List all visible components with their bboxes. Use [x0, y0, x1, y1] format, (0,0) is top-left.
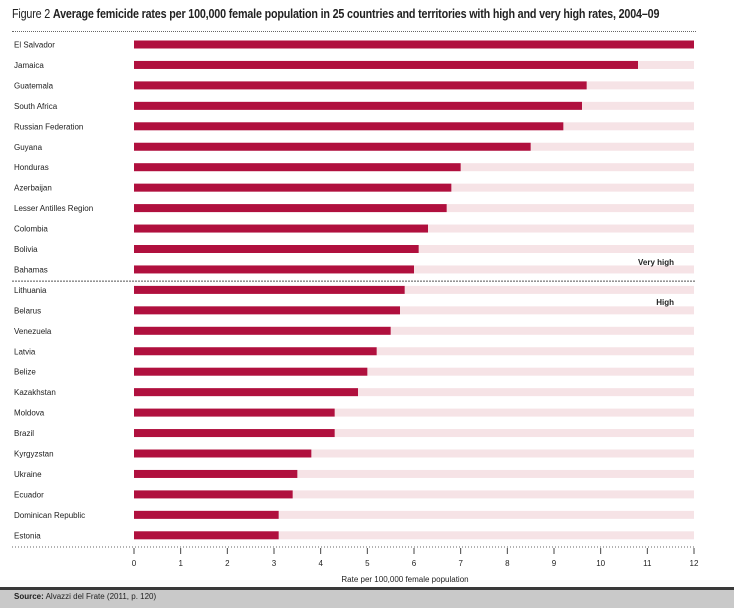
category-label: Belize: [14, 368, 36, 377]
x-tick-label: 12: [690, 559, 699, 568]
bar: [134, 388, 358, 397]
category-label: Kazakhstan: [14, 388, 56, 397]
bar-track: [134, 408, 694, 417]
category-label: Belarus: [14, 306, 41, 315]
bar-track: [134, 490, 694, 499]
bar: [134, 163, 461, 172]
category-label: Bahamas: [14, 265, 48, 274]
group-label-high: High: [656, 298, 674, 307]
source-label: Source:: [14, 592, 44, 601]
x-tick-label: 3: [272, 559, 277, 568]
bar: [134, 81, 587, 90]
figure-title: Average femicide rates per 100,000 femal…: [52, 7, 660, 21]
x-axis-title: Rate per 100,000 female population: [341, 575, 468, 584]
top-divider: [12, 31, 696, 32]
figure-label: Figure 2: [12, 7, 51, 21]
category-label: El Salvador: [14, 41, 55, 50]
category-label: Estonia: [14, 531, 41, 540]
category-label: Brazil: [14, 429, 34, 438]
bar: [134, 245, 419, 253]
category-label: Latvia: [14, 347, 36, 356]
x-tick-label: 1: [178, 559, 183, 568]
category-label: Dominican Republic: [14, 511, 85, 520]
category-label: Moldova: [14, 409, 45, 418]
category-label: Colombia: [14, 225, 48, 234]
bar: [134, 122, 564, 131]
bar: [134, 183, 452, 192]
category-label: South Africa: [14, 102, 58, 111]
bar-track: [134, 388, 694, 397]
category-label: Ukraine: [14, 470, 42, 479]
bar: [134, 408, 335, 417]
bar: [134, 306, 400, 315]
x-tick-label: 0: [132, 559, 137, 568]
group-label-very-high: Very high: [638, 258, 674, 267]
category-label: Russian Federation: [14, 122, 83, 131]
category-label: Venezuela: [14, 327, 52, 336]
bar-track: [134, 367, 694, 376]
bar-track: [134, 510, 694, 519]
bar: [134, 40, 694, 49]
category-label: Bolivia: [14, 245, 38, 254]
bar: [134, 449, 312, 458]
bar: [134, 490, 293, 499]
bar-track: [134, 429, 694, 438]
bar: [134, 510, 279, 519]
bar: [134, 429, 335, 438]
bar-track: [134, 531, 694, 540]
category-label: Lesser Antilles Region: [14, 204, 93, 213]
bar-track: [134, 306, 694, 315]
bar: [134, 101, 582, 110]
bar: [134, 469, 298, 478]
bar-track: [134, 449, 694, 458]
category-label: Azerbaijan: [14, 184, 52, 193]
bar: [134, 285, 405, 294]
bar-chart: El Salvador Jamaica Guatemala South Africa R…: [12, 40, 699, 584]
source-note: Source: Alvazzi del Frate (2011, p. 120): [0, 590, 734, 608]
x-tick-label: 7: [458, 559, 463, 568]
bar-track: [134, 326, 694, 335]
category-label: Jamaica: [14, 61, 44, 70]
x-tick-label: 6: [412, 559, 417, 568]
bar: [134, 367, 368, 376]
x-tick-label: 5: [365, 559, 370, 568]
bar: [134, 224, 428, 233]
bar-track: [134, 347, 694, 356]
x-tick-label: 10: [596, 559, 605, 568]
category-label: Lithuania: [14, 286, 47, 295]
category-label: Honduras: [14, 163, 49, 172]
x-tick-label: 8: [505, 559, 510, 568]
bar-track: [134, 285, 694, 294]
bar-track: [134, 469, 694, 478]
bar: [134, 265, 414, 274]
category-label: Ecuador: [14, 490, 44, 499]
source-text: Alvazzi del Frate (2011, p. 120): [45, 592, 157, 601]
category-label: Guyana: [14, 143, 43, 152]
bar: [134, 347, 377, 356]
bar: [134, 60, 638, 69]
x-tick-label: 9: [552, 559, 557, 568]
category-label: Guatemala: [14, 81, 54, 90]
chart-title: Figure 2 Average femicide rates per 100,…: [12, 7, 659, 21]
bar: [134, 204, 447, 213]
bar: [134, 142, 531, 151]
bar: [134, 531, 279, 540]
x-tick-label: 4: [318, 559, 323, 568]
bar: [134, 326, 391, 335]
category-label: Kyrgyzstan: [14, 450, 54, 459]
x-tick-label: 2: [225, 559, 230, 568]
x-tick-label: 11: [643, 559, 652, 568]
